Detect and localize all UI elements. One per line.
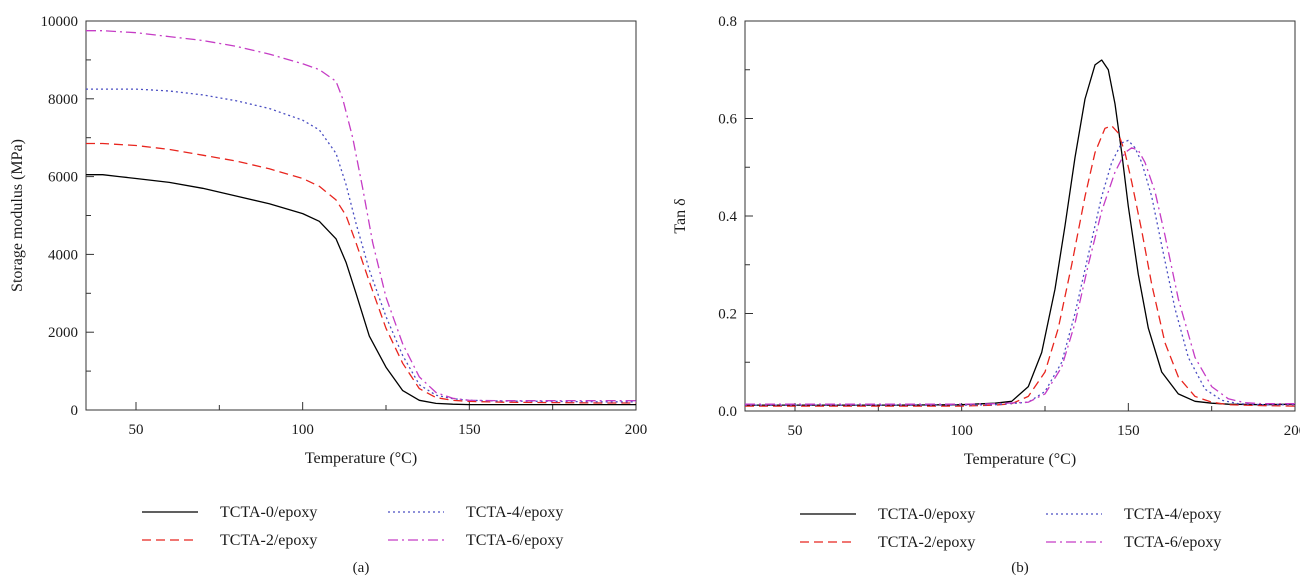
legend-label: TCTA-0/epoxy: [878, 506, 975, 523]
x-tick-label-100: 100: [291, 422, 314, 438]
x-tick-label-150: 150: [458, 422, 481, 438]
legend-label: TCTA-4/epoxy: [1124, 506, 1221, 523]
x-tick-label-150: 150: [1117, 423, 1140, 439]
y-tick-label: 0: [71, 403, 79, 419]
panel-a-storage-modulus-chart: 50 100 150 2000200040006000800010000Tempera…: [9, 14, 647, 576]
legend-label: TCTA-4/epoxy: [466, 504, 563, 521]
x-tick-label-50: 50: [788, 423, 803, 439]
series-lines: [86, 30, 636, 406]
series-line-tcta-0-epoxy: [86, 174, 636, 406]
x-tick-label-200: 200: [625, 422, 648, 438]
series-line-tcta-6-epoxy: [86, 30, 636, 402]
series-line-tcta-2-epoxy: [745, 125, 1295, 407]
y-tick-label: 0.4: [718, 209, 737, 225]
series-line-tcta-4-epoxy: [745, 139, 1295, 406]
plot-frame: [85, 20, 637, 411]
series-line-tcta-2-epoxy: [86, 142, 636, 404]
x-tick-label-100: 100: [950, 423, 973, 439]
legend-label: TCTA-6/epoxy: [466, 532, 563, 549]
x-tick-label-50: 50: [129, 422, 144, 438]
y-tick-label: 6000: [48, 170, 78, 186]
legend-label: TCTA-2/epoxy: [878, 534, 975, 551]
series-line-tcta-0-epoxy: [745, 59, 1295, 406]
panel-label: (b): [1011, 560, 1029, 576]
x-axis-label: Temperature (°C): [964, 451, 1076, 468]
y-tick-label: 0.0: [718, 404, 737, 420]
panel-b-tan-delta-chart: 50 100 150 200 0.0 0.2 0.4 0.6 0.8 Temperature (°…: [672, 14, 1300, 576]
x-axis-label: Temperature (°C): [305, 450, 417, 467]
legend-label: TCTA-0/epoxy: [220, 504, 317, 521]
panel-label: (a): [353, 560, 370, 576]
legend: TCTA-0/epoxy TCTA-2/epoxy TCTA-4/epoxy TCTA…: [142, 504, 563, 549]
x-tick-label-200: 200: [1284, 423, 1300, 439]
y-axis-label: Tan δ: [672, 198, 689, 233]
series-line-tcta-6-epoxy: [745, 147, 1295, 405]
y-tick-label: 0.8: [718, 14, 737, 30]
y-tick-label: 2000: [48, 325, 78, 341]
y-tick-label: 0.2: [718, 307, 737, 323]
y-tick-label: 8000: [48, 92, 78, 108]
series-line-tcta-4-epoxy: [86, 88, 636, 403]
y-tick-label: 0.6: [718, 112, 737, 128]
series-lines: [745, 59, 1295, 407]
plot-frame: [744, 20, 1296, 412]
legend-label: TCTA-6/epoxy: [1124, 534, 1221, 551]
y-tick-label: 4000: [48, 247, 78, 263]
y-tick-label: 10000: [41, 14, 79, 30]
legend: TCTA-0/epoxy TCTA-2/epoxy TCTA-4/epoxy TCTA…: [800, 506, 1221, 551]
legend-label: TCTA-2/epoxy: [220, 532, 317, 549]
y-axis-label: Storage modulus (MPa): [9, 139, 26, 292]
